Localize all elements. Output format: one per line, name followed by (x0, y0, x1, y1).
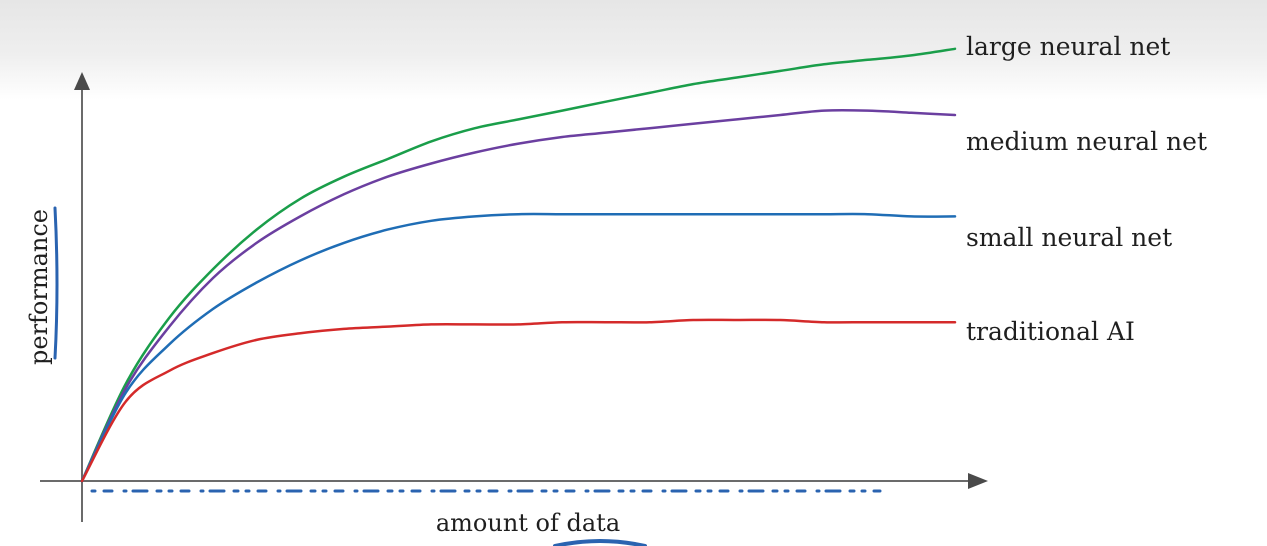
series-line-small-neural-net (80, 212, 957, 483)
y-axis-bracket-annotation (53, 206, 59, 360)
series-line-large-neural-net (80, 47, 957, 483)
series-label-small-neural-net: small neural net (966, 223, 1172, 252)
top-shade-band (0, 0, 1267, 100)
series-label-large-neural-net: large neural net (966, 32, 1170, 61)
x-axis-label: amount of data (436, 509, 620, 537)
series-label-traditional-ai: traditional AI (966, 317, 1135, 346)
series-line-traditional-ai (80, 318, 957, 483)
series-line-medium-neural-net (80, 108, 957, 483)
y-axis-label: performance (25, 209, 53, 365)
y-axis-arrow-icon (74, 72, 90, 90)
x-axis-arrow-icon (968, 473, 988, 489)
series-label-medium-neural-net: medium neural net (966, 127, 1207, 156)
bottom-annotation-arc (553, 539, 647, 546)
